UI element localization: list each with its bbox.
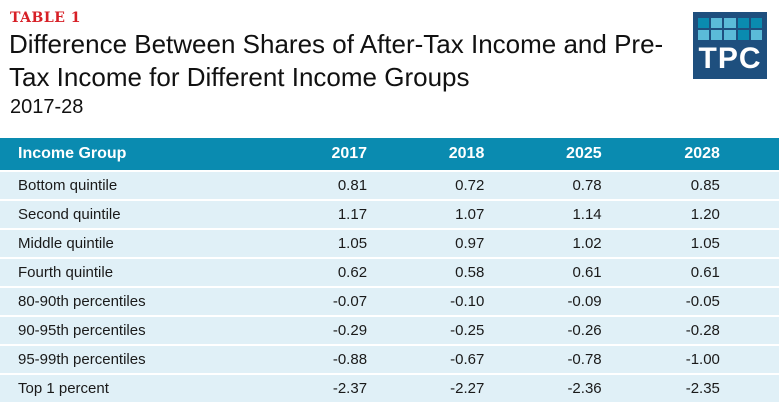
value-cell-2028: 0.61 <box>601 257 720 287</box>
table-row: Top 1 percent -2.37 -2.27 -2.36 -2.35 <box>0 373 779 402</box>
value-cell-2025: -0.26 <box>484 315 602 345</box>
income-group-cell: Fourth quintile <box>0 257 224 287</box>
column-header-2028: 2028 <box>601 138 720 171</box>
column-header-2025: 2025 <box>484 138 602 171</box>
income-group-cell: Bottom quintile <box>0 170 224 200</box>
income-group-cell: 90-95th percentiles <box>0 315 224 345</box>
column-header-2018: 2018 <box>367 138 485 171</box>
row-spacer <box>719 199 779 229</box>
value-cell-2025: 1.14 <box>484 199 602 229</box>
row-spacer <box>719 315 779 345</box>
value-cell-2017: 0.81 <box>223 170 368 200</box>
column-header-income-group: Income Group <box>0 138 224 171</box>
value-cell-2017: -0.88 <box>223 344 368 374</box>
income-group-cell: 95-99th percentiles <box>0 344 224 374</box>
logo-cell <box>724 30 736 40</box>
value-cell-2028: 0.85 <box>601 170 720 200</box>
table-header-row: Income Group 2017 2018 2025 2028 <box>0 138 779 171</box>
value-cell-2018: 0.72 <box>367 170 485 200</box>
value-cell-2017: -0.29 <box>223 315 368 345</box>
income-group-cell: 80-90th percentiles <box>0 286 224 316</box>
table-row: Middle quintile 1.05 0.97 1.02 1.05 <box>0 228 779 258</box>
value-cell-2018: 0.58 <box>367 257 485 287</box>
logo-grid-icon <box>698 18 762 40</box>
value-cell-2017: -2.37 <box>223 373 368 402</box>
logo-cell <box>698 30 710 40</box>
data-table: Income Group 2017 2018 2025 2028 Bottom … <box>0 138 779 402</box>
value-cell-2028: -0.28 <box>601 315 720 345</box>
value-cell-2025: -0.78 <box>484 344 602 374</box>
value-cell-2025: 1.02 <box>484 228 602 258</box>
value-cell-2018: 1.07 <box>367 199 485 229</box>
logo-cell <box>750 18 762 28</box>
value-cell-2025: -0.09 <box>484 286 602 316</box>
value-cell-2028: 1.05 <box>601 228 720 258</box>
logo-cell <box>724 18 736 28</box>
table-row: Second quintile 1.17 1.07 1.14 1.20 <box>0 199 779 229</box>
table-label: TABLE 1 <box>10 10 81 26</box>
value-cell-2028: -1.00 <box>601 344 720 374</box>
row-spacer <box>719 344 779 374</box>
value-cell-2028: -0.05 <box>601 286 720 316</box>
page-title: Difference Between Shares of After-Tax I… <box>9 29 664 92</box>
value-cell-2025: -2.36 <box>484 373 602 402</box>
value-cell-2025: 0.78 <box>484 170 602 200</box>
column-header-2017: 2017 <box>223 138 368 171</box>
page-subtitle: 2017-28 <box>10 96 84 118</box>
tpc-logo: TPC <box>693 12 767 79</box>
value-cell-2017: 1.05 <box>223 228 368 258</box>
logo-cell <box>698 18 710 28</box>
table-row: 90-95th percentiles -0.29 -0.25 -0.26 -0.28 <box>0 315 779 345</box>
row-spacer <box>719 286 779 316</box>
value-cell-2028: -2.35 <box>601 373 720 402</box>
logo-cell <box>737 30 749 40</box>
value-cell-2018: -0.10 <box>367 286 485 316</box>
logo-cell <box>711 30 723 40</box>
row-spacer <box>719 257 779 287</box>
table-row: Fourth quintile 0.62 0.58 0.61 0.61 <box>0 257 779 287</box>
table-row: 95-99th percentiles -0.88 -0.67 -0.78 -1.00 <box>0 344 779 374</box>
value-cell-2017: -0.07 <box>223 286 368 316</box>
table-row: Bottom quintile 0.81 0.72 0.78 0.85 <box>0 170 779 200</box>
logo-cell <box>750 30 762 40</box>
income-group-cell: Second quintile <box>0 199 224 229</box>
row-spacer <box>719 373 779 402</box>
table-row: 80-90th percentiles -0.07 -0.10 -0.09 -0.05 <box>0 286 779 316</box>
value-cell-2018: -0.25 <box>367 315 485 345</box>
logo-cell <box>737 18 749 28</box>
value-cell-2017: 1.17 <box>223 199 368 229</box>
value-cell-2018: -2.27 <box>367 373 485 402</box>
value-cell-2018: -0.67 <box>367 344 485 374</box>
logo-text: TPC <box>698 42 762 75</box>
header-spacer <box>719 138 779 171</box>
value-cell-2017: 0.62 <box>223 257 368 287</box>
logo-cell <box>711 18 723 28</box>
income-group-cell: Top 1 percent <box>0 373 224 402</box>
income-group-cell: Middle quintile <box>0 228 224 258</box>
value-cell-2025: 0.61 <box>484 257 602 287</box>
row-spacer <box>719 228 779 258</box>
row-spacer <box>719 170 779 200</box>
value-cell-2028: 1.20 <box>601 199 720 229</box>
value-cell-2018: 0.97 <box>367 228 485 258</box>
